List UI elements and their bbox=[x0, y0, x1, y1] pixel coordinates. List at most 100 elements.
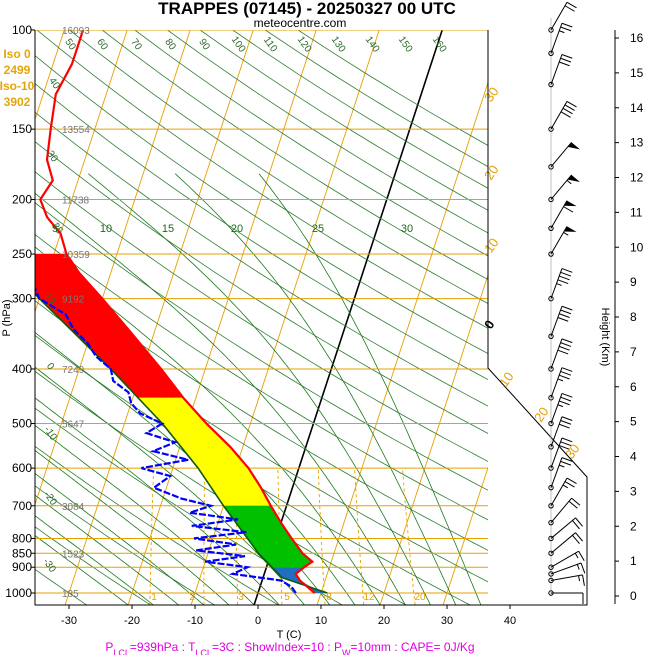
parcel-path bbox=[35, 292, 328, 594]
wind-barb-panel bbox=[548, 1, 586, 604]
chart-subtitle: meteocentre.com bbox=[254, 16, 347, 30]
height-tick-label: 11 bbox=[630, 205, 643, 219]
geopotential-height-label: 16093 bbox=[62, 26, 90, 37]
isotherm-label: 20 bbox=[531, 404, 552, 424]
moist-adiabat-label: 15 bbox=[162, 223, 174, 235]
wind-station-circle bbox=[548, 535, 554, 542]
iso-zero-label: Iso 0 bbox=[3, 47, 31, 61]
iso-minus10-height: 3902 bbox=[4, 95, 31, 109]
moist-adiabat-label: 5 bbox=[52, 223, 58, 235]
dry-adiabat bbox=[35, 370, 407, 605]
isotherm-line bbox=[127, 30, 317, 605]
moist-adiabat bbox=[35, 534, 129, 605]
wind-barb bbox=[550, 532, 583, 554]
moist-adiabat bbox=[258, 173, 482, 605]
dry-adiabat-label: 70 bbox=[128, 37, 144, 53]
height-tick-label: 12 bbox=[630, 171, 644, 185]
geopotential-height-label: 3084 bbox=[62, 502, 85, 513]
moist-adiabat bbox=[35, 472, 204, 605]
wind-station-circle bbox=[548, 196, 554, 203]
pressure-tick-label: 100 bbox=[12, 23, 32, 37]
temperature-tick-label: -10 bbox=[187, 615, 203, 627]
wind-station-circle bbox=[548, 444, 554, 450]
wind-station-circle bbox=[548, 395, 554, 401]
moist-adiabat bbox=[35, 192, 406, 605]
height-tick-label: 14 bbox=[630, 101, 644, 115]
height-tick-label: 5 bbox=[630, 415, 637, 429]
dry-adiabat-label: 90 bbox=[196, 37, 212, 53]
dry-adiabat-label: 160 bbox=[430, 35, 449, 55]
wind-barb bbox=[550, 338, 573, 370]
temperature-tick-label: 40 bbox=[504, 615, 516, 627]
wind-station-circle bbox=[548, 333, 554, 340]
pressure-tick-label: 800 bbox=[12, 531, 32, 545]
pressure-tick-label: 900 bbox=[12, 560, 32, 574]
dry-adiabat-label: 150 bbox=[396, 35, 415, 55]
moist-adiabat bbox=[35, 449, 230, 605]
dewpoint-profile bbox=[35, 285, 297, 594]
wind-barb bbox=[550, 174, 580, 200]
wind-barb bbox=[550, 141, 580, 168]
wind-station-circle bbox=[548, 503, 554, 509]
wind-station-circle bbox=[548, 484, 554, 491]
isotherm-label: 30 bbox=[481, 84, 502, 104]
wind-station-circle bbox=[548, 519, 554, 526]
isotherm-line bbox=[35, 30, 128, 314]
wind-station-circle bbox=[548, 225, 554, 231]
geopotential-height-label: 5647 bbox=[62, 420, 85, 431]
wind-barb bbox=[550, 305, 573, 337]
mixing-ratio-line bbox=[203, 468, 206, 605]
plot-frame-right bbox=[487, 30, 588, 606]
pressure-tick-label: 200 bbox=[12, 192, 32, 206]
mixing-ratio-label: 3 bbox=[238, 592, 244, 603]
geopotential-height-label: 185 bbox=[62, 589, 79, 600]
temperature-profile bbox=[39, 30, 316, 594]
wind-station-circle bbox=[548, 50, 554, 57]
pressure-tick-label: 850 bbox=[12, 546, 32, 560]
dry-adiabat bbox=[35, 526, 151, 605]
x-axis-label: T (C) bbox=[277, 629, 302, 641]
wind-station-circle bbox=[548, 126, 554, 132]
moist-adiabat-label: 10 bbox=[100, 223, 112, 235]
negative-area-upper bbox=[35, 254, 184, 398]
moist-adiabat bbox=[174, 173, 457, 605]
wind-station-circle bbox=[548, 164, 554, 170]
height-tick-label: 16 bbox=[630, 31, 644, 45]
pressure-tick-label: 1000 bbox=[5, 586, 32, 600]
mixing-ratio-label: 8 bbox=[326, 592, 332, 603]
dry-adiabat-label: 140 bbox=[363, 35, 382, 55]
wind-barb bbox=[550, 562, 586, 575]
wind-barb bbox=[550, 392, 573, 424]
wind-station-circle bbox=[548, 571, 554, 577]
wind-barb bbox=[550, 497, 581, 523]
wind-barb bbox=[550, 367, 573, 398]
wind-barb bbox=[550, 268, 573, 299]
isotherm-label: 20 bbox=[481, 162, 502, 182]
pressure-tick-label: 400 bbox=[12, 362, 32, 376]
wind-station-circle bbox=[548, 27, 554, 33]
wind-barb bbox=[550, 100, 577, 130]
height-tick-label: 10 bbox=[630, 240, 644, 254]
chart-title: TRAPPES (07145) - 20250327 00 UTC bbox=[158, 0, 456, 18]
mixing-ratio-label: 1 bbox=[151, 592, 157, 603]
temperature-tick-label: -30 bbox=[61, 615, 77, 627]
height-tick-label: 1 bbox=[630, 554, 637, 568]
wind-station-circle bbox=[548, 550, 554, 556]
wind-barb bbox=[550, 54, 573, 85]
pressure-tick-label: 250 bbox=[12, 247, 32, 261]
height-tick-label: 7 bbox=[630, 345, 637, 359]
moist-adiabat-label: 30 bbox=[401, 223, 413, 235]
moist-adiabat bbox=[35, 494, 179, 605]
temperature-tick-label: -20 bbox=[124, 615, 140, 627]
negative-area-middle bbox=[138, 397, 271, 506]
height-tick-label: 0 bbox=[630, 589, 637, 603]
pressure-tick-label: 150 bbox=[12, 122, 32, 136]
wind-station-circle bbox=[548, 420, 554, 427]
dry-adiabat bbox=[35, 485, 215, 605]
moist-adiabat bbox=[35, 397, 280, 605]
negative-area-lower bbox=[223, 505, 313, 568]
dry-adiabat-label: -30 bbox=[40, 556, 58, 575]
mixing-ratio-label: 5 bbox=[284, 592, 290, 603]
isotherm-line bbox=[316, 81, 488, 605]
height-tick-label: 15 bbox=[630, 66, 644, 80]
